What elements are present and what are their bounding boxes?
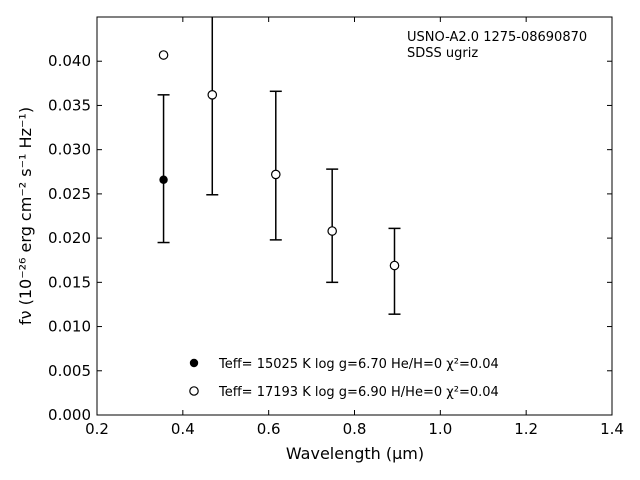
y-axis-label: fν (10⁻²⁶ erg cm⁻² s⁻¹ Hz⁻¹) [16, 107, 35, 325]
model-point-open [207, 90, 218, 100]
model-point-open [327, 226, 337, 236]
x-tick-label: 0.4 [171, 420, 195, 438]
x-tick-label: 0.6 [257, 420, 281, 438]
model-point-open [389, 260, 400, 271]
y-tick-label: 0.035 [48, 96, 91, 114]
x-tick-label: 0.2 [85, 420, 109, 438]
legend: Teff= 15025 K log g=6.70 He/H=0 χ²=0.04 … [189, 357, 499, 400]
legend-marker-filled [189, 358, 199, 368]
y-tick-label: 0.000 [48, 406, 91, 424]
legend-marker-open [189, 386, 199, 396]
legend-entry-1: Teff= 15025 K log g=6.70 He/H=0 χ²=0.04 [218, 357, 499, 372]
x-tick-label: 1.0 [428, 420, 452, 438]
data-points [158, 50, 400, 271]
model-point-open [270, 169, 281, 180]
y-tick-label: 0.015 [48, 273, 91, 291]
y-tick-label: 0.020 [48, 229, 91, 247]
y-tick-label: 0.005 [48, 362, 91, 380]
y-axis: 0.000 0.005 0.010 0.015 0.020 0.025 0.030 0.035… [48, 52, 612, 424]
axes-frame [96, 16, 613, 416]
y-tick-label: 0.040 [48, 52, 91, 70]
y-tick-label: 0.025 [48, 185, 91, 203]
x-tick-label: 0.8 [343, 420, 367, 438]
x-axis: 0.2 0.4 0.6 0.8 1.0 1.2 1.4 [85, 17, 624, 438]
x-tick-label: 1.2 [514, 420, 538, 438]
legend-entry-2: Teff= 17193 K log g=6.90 H/He=0 χ²=0.04 [218, 385, 499, 400]
x-axis-label: Wavelength (μm) [286, 444, 424, 463]
model-point-open [158, 50, 169, 60]
annotation-object-name: USNO-A2.0 1275-08690870 [407, 30, 587, 45]
error-bars [157, 17, 401, 315]
y-tick-label: 0.030 [48, 141, 91, 159]
x-tick-label: 1.4 [600, 420, 624, 438]
annotation-survey-name: SDSS ugriz [407, 46, 478, 61]
y-tick-label: 0.010 [48, 318, 91, 336]
plot-area [96, 16, 613, 416]
model-point-filled [159, 175, 168, 184]
